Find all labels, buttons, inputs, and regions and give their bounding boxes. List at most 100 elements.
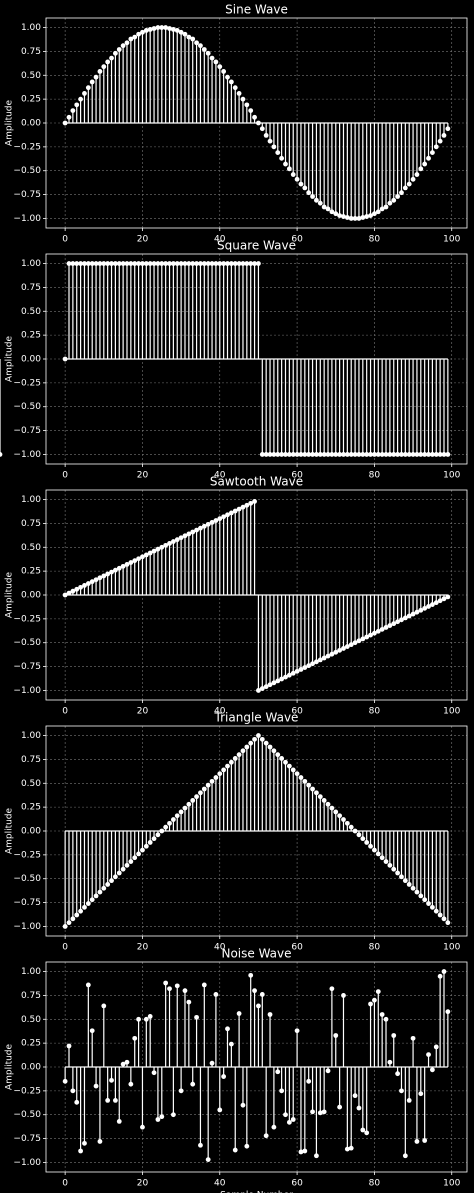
y-tick-label: 0.50 [21,1015,41,1025]
stem-marker [290,1117,296,1122]
stem-marker [279,756,285,761]
stem-marker [275,150,281,155]
chart-title: Sine Wave [225,3,288,17]
stem-marker [155,1117,161,1122]
y-tick-label: 0.25 [21,567,41,577]
stem-marker [372,630,377,636]
stem-marker [314,790,319,796]
y-tick-label: 1.00 [21,259,41,269]
x-tick-label: 60 [291,1179,303,1189]
stem-marker [391,197,397,203]
stem-marker [116,261,122,266]
stem-marker [194,261,199,266]
stem-marker [422,1138,428,1143]
y-tick-label: −0.50 [13,874,41,884]
x-tick-label: 0 [62,1179,68,1189]
stem-marker [201,261,207,266]
y-tick-label: 0.50 [21,71,41,81]
stem-marker [236,1011,242,1016]
stem-marker [112,567,118,573]
stem-marker [422,161,428,167]
stem-marker [225,1026,230,1032]
stem-marker [375,989,381,994]
stem-marker [356,832,362,838]
stem-marker [399,190,404,196]
stem-marker [256,1003,261,1009]
stem-marker [410,611,416,617]
stem-marker [422,897,428,903]
stem-marker [294,668,300,674]
stem-marker [178,29,184,35]
chart-title: Sawtooth Wave [210,475,303,489]
stem-marker [426,1052,431,1057]
stem-marker [147,550,153,556]
stem-marker [85,982,91,988]
stem-marker [213,261,219,266]
stem-marker [70,588,76,594]
x-tick-label: 60 [291,707,303,717]
stem-marker [267,744,273,750]
y-tick-label: −0.25 [13,614,41,624]
stem-marker [225,74,230,80]
stem-marker [225,512,230,518]
stem-marker [244,744,250,750]
stem-marker [85,901,91,906]
stem-marker [155,261,161,266]
x-tick-label: 20 [137,471,149,481]
stem-marker [267,1012,273,1017]
stem-marker [240,96,246,102]
stem-marker [62,924,68,929]
stem-marker [298,1149,304,1155]
stem-marker [228,510,234,516]
stem-marker [372,847,377,853]
stem-marker [437,138,443,144]
stem-marker [82,261,87,266]
stem-marker [352,828,358,834]
stem-marker [406,181,412,187]
stem-marker [306,1078,312,1084]
stem-marker [325,452,331,457]
stem-marker [445,920,451,926]
stem-marker [236,261,242,266]
stem-marker [124,862,130,868]
y-tick-label: 0.25 [21,803,41,813]
stem-marker [422,605,428,611]
stem-marker [74,1099,80,1105]
stem-marker [89,79,95,85]
x-tick-label: 100 [443,707,460,717]
x-tick-label: 60 [291,943,303,953]
stem-marker [414,452,420,457]
panel: Square Wave Amplitude −1.00 −0.75 −0.50 −0.25… [0,239,468,481]
stem-marker [136,851,141,857]
stem-marker [109,55,114,61]
stem-marker [236,752,242,758]
stem-marker [333,211,339,217]
stem-marker [379,452,385,457]
stem-marker [275,1069,281,1075]
stem-marker [186,801,192,807]
stem-marker [132,34,138,40]
stem-marker [116,47,122,52]
stem-marker [70,916,76,922]
x-tick-label: 60 [291,235,303,245]
stem-marker [279,452,285,457]
stem-marker [120,563,126,569]
stem-marker [209,55,215,61]
stem-marker [372,997,377,1003]
stem-marker [143,552,149,558]
stem-marker [364,452,370,457]
stem-marker [298,775,304,780]
x-tick-label: 0 [62,943,68,953]
stem-marker [429,904,435,910]
stem-marker [348,452,354,457]
stem-marker [66,1043,72,1049]
y-tick-label: −0.25 [13,1086,41,1096]
stem-marker [101,64,107,70]
stem-marker [441,452,447,457]
stem-marker [302,665,308,670]
x-tick-label: 80 [369,471,381,481]
stem-marker [85,261,91,266]
stem-marker [174,813,180,819]
stem-marker [186,34,192,40]
y-tick-label: 0.75 [21,283,41,293]
